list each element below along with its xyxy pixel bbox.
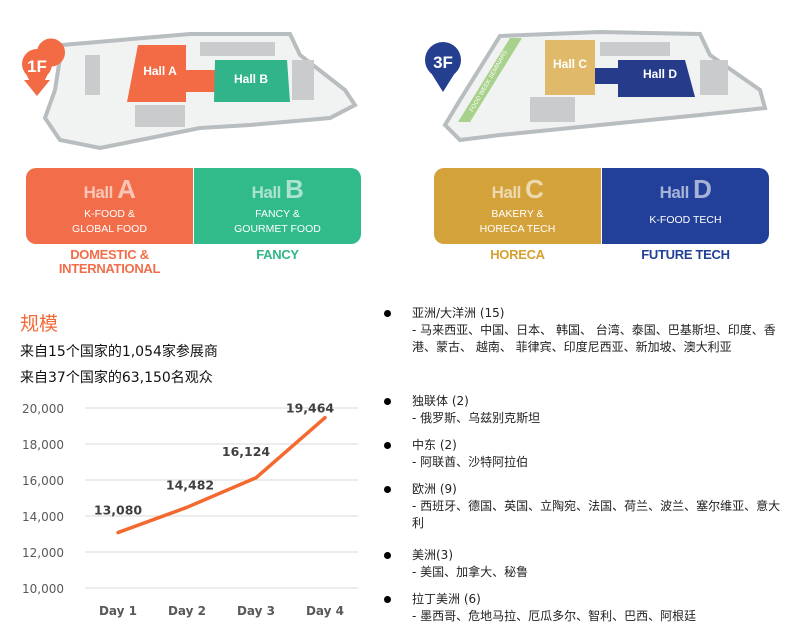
- floor-maps: Hall A Hall B 1F FOOD WEEK SEMINARS Hall…: [22, 29, 768, 151]
- x-tick-label: Day 2: [168, 604, 206, 618]
- y-tick-label: 10,000: [22, 582, 64, 596]
- hall-desc: HORECA TECH: [479, 223, 556, 235]
- region-item: 拉丁美洲 (6) - 墨西哥、危地马拉、厄瓜多尔、智利、巴西、阿根廷: [384, 591, 792, 625]
- y-tick-label: 14,000: [22, 510, 64, 524]
- hall-desc: BAKERY &: [491, 208, 544, 220]
- y-tick-label: 12,000: [22, 546, 64, 560]
- data-label: 16,124: [222, 444, 271, 459]
- bullet-icon: [384, 596, 391, 603]
- hall-word: Hall: [659, 183, 690, 202]
- floor-map-3f: FOOD WEEK SEMINARS Hall C Hall D 3F: [425, 29, 768, 143]
- map-hall-b[interactable]: [214, 60, 290, 102]
- region-name: 独联体 (2): [412, 394, 469, 408]
- map-hall-c[interactable]: [545, 40, 595, 95]
- scale-title: 规模: [20, 313, 59, 335]
- region-countries: - 西班牙、德国、英国、立陶宛、法国、荷兰、波兰、塞尔维亚、意大利: [412, 499, 781, 530]
- hall-word: Hall: [251, 183, 282, 202]
- hall-word: Hall: [491, 183, 522, 202]
- bullet-icon: [384, 486, 391, 493]
- floor-pin-3f: [425, 42, 461, 92]
- hall-letter: A: [117, 174, 136, 204]
- bullet-icon: [384, 442, 391, 449]
- map-hall-d-label: Hall D: [643, 67, 677, 81]
- y-tick-label: 20,000: [22, 402, 64, 416]
- visitors-stat: 来自37个国家的63,150名观众: [20, 370, 213, 386]
- map-hall-a[interactable]: [127, 45, 215, 102]
- data-label: 13,080: [94, 503, 143, 518]
- y-tick-label: 16,000: [22, 474, 64, 488]
- exhibitors-stat: 来自15个国家的1,054家参展商: [20, 344, 218, 360]
- region-countries: - 阿联酋、沙特阿拉伯: [412, 455, 529, 469]
- hall-c-category: HORECA: [490, 247, 545, 262]
- hall-d-category: FUTURE TECH: [641, 247, 730, 262]
- series-line: [116, 415, 327, 535]
- x-tick-label: Day 3: [237, 604, 275, 618]
- hall-desc: GLOBAL FOOD: [72, 223, 147, 235]
- map-hall-c-label: Hall C: [553, 57, 587, 71]
- hall-b-category: FANCY: [256, 247, 299, 262]
- map-hall-d[interactable]: [595, 60, 695, 97]
- region-name: 欧洲 (9): [412, 482, 457, 496]
- data-label: 19,464: [286, 401, 335, 416]
- bullet-icon: [384, 552, 391, 559]
- floor-label-3f: 3F: [433, 53, 453, 72]
- hall-desc: GOURMET FOOD: [234, 223, 321, 235]
- region-item: 美洲(3) - 美国、加拿大、秘鲁: [384, 547, 792, 581]
- hall-d-card[interactable]: Hall D K-FOOD TECH: [602, 168, 769, 244]
- hall-a-card[interactable]: Hall A K-FOOD & GLOBAL FOOD: [26, 168, 193, 244]
- hall-a-category: DOMESTIC & INTERNATIONAL: [58, 247, 161, 276]
- hall-desc: FANCY &: [255, 208, 300, 220]
- x-tick-label: Day 4: [306, 604, 344, 618]
- floor-pin-1f: [22, 49, 52, 95]
- data-label: 14,482: [166, 477, 214, 492]
- map-hall-a-label: Hall A: [143, 64, 177, 78]
- hall-b-card[interactable]: Hall B FANCY & GOURMET FOOD: [194, 168, 361, 244]
- region-item: 中东 (2) - 阿联酋、沙特阿拉伯: [384, 437, 792, 471]
- hall-desc: K-FOOD TECH: [649, 214, 722, 226]
- hall-letter: D: [693, 174, 712, 204]
- region-name: 拉丁美洲 (6): [412, 592, 481, 606]
- region-item: 独联体 (2) - 俄罗斯、乌兹别克斯坦: [384, 393, 792, 427]
- region-countries: - 墨西哥、危地马拉、厄瓜多尔、智利、巴西、阿根廷: [412, 609, 697, 623]
- x-tick-label: Day 1: [99, 604, 137, 618]
- region-item: 亚洲/大洋洲 (15) - 马来西亚、中国、日本、 韩国、 台湾、泰国、巴基斯坦、…: [384, 305, 792, 356]
- hall-word: Hall: [83, 183, 114, 202]
- region-name: 亚洲/大洋洲 (15): [412, 306, 505, 320]
- floor-map-1f: Hall A Hall B 1F: [22, 32, 358, 151]
- region-name: 美洲(3): [412, 548, 453, 562]
- y-tick-label: 18,000: [22, 438, 64, 452]
- visitors-line-chart: 10,000 12,000 14,000 16,000 18,000 20,000 Day …: [22, 401, 358, 618]
- hall-c-card[interactable]: Hall C BAKERY & HORECA TECH: [434, 168, 601, 244]
- region-name: 中东 (2): [412, 438, 457, 452]
- bullet-icon: [384, 398, 391, 405]
- region-countries: - 美国、加拿大、秘鲁: [412, 565, 529, 579]
- region-countries: - 俄罗斯、乌兹别克斯坦: [412, 411, 541, 425]
- region-item: 欧洲 (9) - 西班牙、德国、英国、立陶宛、法国、荷兰、波兰、塞尔维亚、意大利: [384, 481, 792, 532]
- map-hall-b-label: Hall B: [234, 72, 268, 86]
- hall-desc: K-FOOD &: [84, 208, 135, 220]
- region-countries: - 马来西亚、中国、日本、 韩国、 台湾、泰国、巴基斯坦、印度、香港、蒙古、 越…: [412, 323, 776, 354]
- map-seminar-area: [458, 38, 522, 122]
- hall-letter: C: [525, 174, 544, 204]
- hall-letter: B: [285, 174, 304, 204]
- floor-label-1f: 1F: [27, 57, 47, 76]
- bullet-icon: [384, 310, 391, 317]
